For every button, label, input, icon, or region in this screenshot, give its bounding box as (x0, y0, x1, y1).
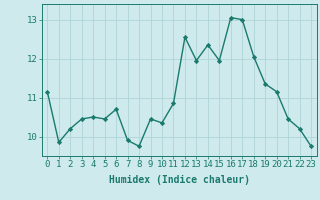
X-axis label: Humidex (Indice chaleur): Humidex (Indice chaleur) (109, 175, 250, 185)
